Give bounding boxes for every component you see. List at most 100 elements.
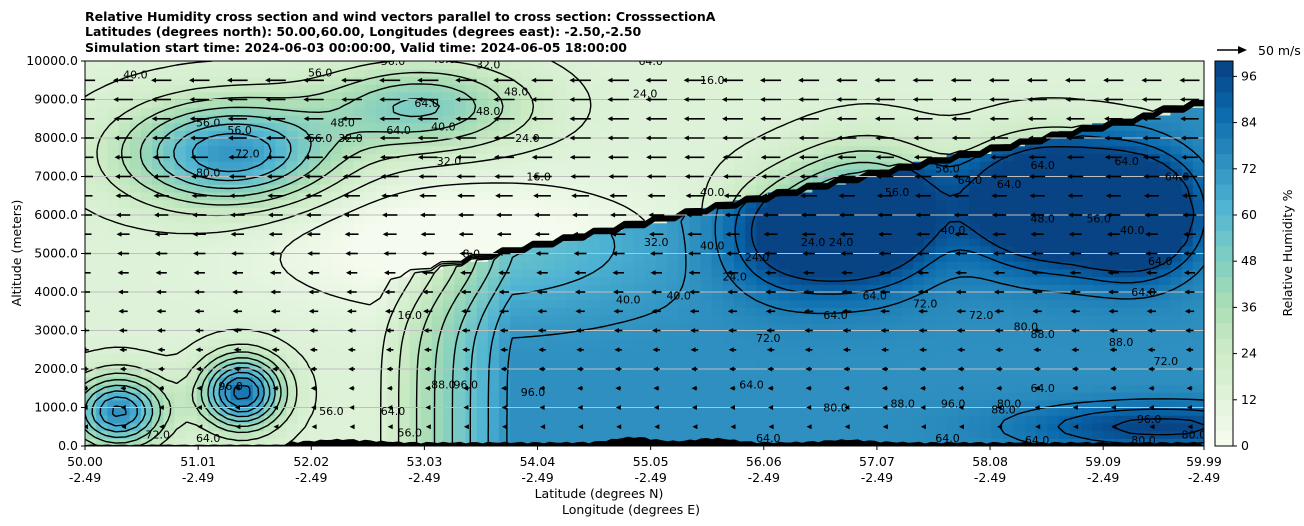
- humidity-cell: [1192, 399, 1204, 409]
- humidity-cell: [1080, 407, 1093, 416]
- humidity-cell: [745, 222, 757, 231]
- humidity-cell: [946, 122, 959, 131]
- humidity-cell: [129, 153, 142, 162]
- humidity-cell: [1002, 138, 1015, 147]
- humidity-cell: [678, 61, 690, 70]
- humidity-cell: [185, 145, 198, 154]
- humidity-cell: [946, 207, 959, 216]
- humidity-cell: [163, 284, 176, 293]
- humidity-cell: [756, 253, 769, 262]
- humidity-cell: [879, 407, 892, 416]
- humidity-cell: [666, 253, 679, 262]
- humidity-cell: [241, 161, 254, 170]
- humidity-cell: [879, 215, 892, 224]
- humidity-cell: [666, 207, 679, 216]
- humidity-cell: [834, 430, 847, 439]
- humidity-cell: [767, 430, 780, 439]
- humidity-cell: [85, 276, 97, 285]
- humidity-cell: [823, 422, 836, 432]
- humidity-cell: [700, 99, 713, 108]
- humidity-cell: [633, 230, 646, 239]
- humidity-cell: [185, 392, 198, 401]
- humidity-cell: [107, 91, 120, 101]
- humidity-cell: [241, 168, 254, 178]
- humidity-cell: [913, 99, 925, 108]
- humidity-cell: [678, 376, 690, 385]
- humidity-cell: [96, 207, 108, 216]
- humidity-cell: [969, 76, 981, 85]
- humidity-cell: [969, 376, 981, 385]
- humidity-cell: [308, 84, 321, 93]
- humidity-cell: [633, 292, 646, 301]
- humidity-cell: [1114, 245, 1127, 255]
- humidity-cell: [387, 199, 399, 208]
- humidity-cell: [666, 191, 679, 201]
- humidity-cell: [241, 99, 254, 108]
- humidity-cell: [375, 345, 388, 355]
- humidity-cell: [801, 430, 813, 439]
- humidity-cell: [174, 307, 187, 316]
- humidity-cell: [711, 369, 724, 378]
- humidity-cell: [107, 114, 120, 124]
- humidity-cell: [398, 184, 411, 193]
- humidity-cell: [487, 376, 500, 385]
- humidity-cell: [443, 153, 455, 162]
- humidity-cell: [588, 315, 601, 324]
- humidity-cell: [633, 68, 646, 77]
- humidity-cell: [297, 138, 310, 147]
- humidity-cell: [174, 268, 187, 278]
- humidity-cell: [510, 168, 523, 178]
- humidity-cell: [778, 107, 791, 116]
- humidity-cell: [644, 207, 657, 216]
- humidity-cell: [510, 430, 523, 439]
- humidity-cell: [1125, 99, 1138, 108]
- humidity-cell: [655, 107, 668, 116]
- humidity-cell: [1159, 392, 1172, 401]
- humidity-cell: [163, 184, 176, 193]
- humidity-cell: [219, 61, 232, 70]
- humidity-cell: [129, 353, 142, 362]
- humidity-cell: [297, 284, 310, 293]
- humidity-cell: [96, 91, 108, 101]
- humidity-cell: [230, 207, 243, 216]
- humidity-cell: [331, 430, 343, 439]
- humidity-cell: [711, 84, 724, 93]
- humidity-cell: [465, 222, 478, 231]
- humidity-cell: [722, 276, 735, 285]
- humidity-cell: [711, 222, 724, 231]
- humidity-cell: [767, 276, 780, 285]
- humidity-cell: [85, 91, 97, 101]
- humidity-cell: [118, 315, 131, 324]
- humidity-cell: [185, 292, 198, 301]
- humidity-cell: [924, 307, 937, 316]
- humidity-cell: [711, 330, 724, 339]
- humidity-cell: [353, 422, 366, 432]
- humidity-cell: [935, 207, 948, 216]
- humidity-cell: [622, 330, 634, 339]
- humidity-cell: [767, 199, 780, 208]
- humidity-cell: [219, 430, 232, 439]
- humidity-cell: [297, 245, 310, 255]
- humidity-cell: [599, 407, 612, 416]
- humidity-cell: [398, 268, 411, 278]
- humidity-cell: [644, 68, 657, 77]
- humidity-cell: [174, 238, 187, 247]
- humidity-cell: [610, 399, 623, 409]
- humidity-cell: [1002, 353, 1015, 362]
- humidity-cell: [1080, 245, 1093, 255]
- humidity-cell: [241, 61, 254, 70]
- humidity-cell: [823, 114, 836, 124]
- humidity-cell: [364, 384, 377, 393]
- humidity-cell: [633, 330, 646, 339]
- humidity-cell: [812, 199, 825, 208]
- humidity-cell: [476, 122, 489, 131]
- humidity-cell: [655, 407, 668, 416]
- humidity-cell: [901, 268, 914, 278]
- humidity-cell: [1148, 161, 1160, 170]
- humidity-cell: [1069, 392, 1082, 401]
- humidity-cell: [140, 338, 153, 347]
- humidity-cell: [387, 399, 399, 409]
- humidity-cell: [1047, 261, 1060, 270]
- humidity-cell: [1103, 284, 1116, 293]
- humidity-cell: [286, 292, 299, 301]
